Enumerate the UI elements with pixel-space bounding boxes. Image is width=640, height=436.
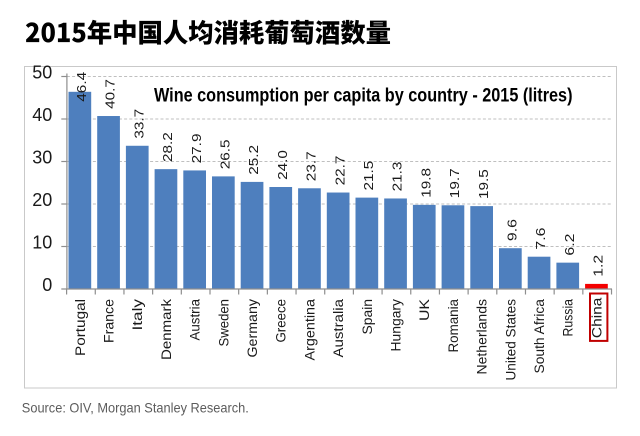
svg-text:6.2: 6.2: [562, 234, 577, 256]
svg-text:Portugal: Portugal: [73, 299, 88, 356]
svg-text:China: China: [589, 297, 604, 338]
svg-text:40: 40: [32, 105, 52, 125]
svg-text:30: 30: [32, 147, 52, 167]
svg-text:19.5: 19.5: [476, 169, 491, 199]
svg-text:9.6: 9.6: [505, 219, 520, 241]
svg-text:Austria: Austria: [188, 299, 203, 341]
svg-text:7.6: 7.6: [533, 228, 548, 250]
svg-text:10: 10: [32, 232, 52, 252]
svg-text:33.7: 33.7: [131, 109, 146, 139]
svg-text:South Africa: South Africa: [532, 299, 547, 374]
svg-text:1.2: 1.2: [591, 255, 606, 277]
svg-text:19.7: 19.7: [447, 168, 462, 198]
svg-text:Wine consumption per capita by: Wine consumption per capita by country -…: [154, 86, 573, 107]
svg-text:Australia: Australia: [331, 298, 346, 357]
svg-text:23.7: 23.7: [304, 151, 319, 181]
svg-text:Argentina: Argentina: [302, 298, 317, 360]
svg-text:Romania: Romania: [446, 299, 461, 353]
svg-text:21.3: 21.3: [390, 162, 405, 192]
svg-text:Greece: Greece: [274, 299, 289, 343]
svg-text:27.9: 27.9: [189, 134, 204, 164]
svg-text:Netherlands: Netherlands: [475, 299, 490, 375]
svg-text:Denmark: Denmark: [159, 299, 174, 360]
svg-text:28.2: 28.2: [160, 132, 175, 162]
svg-text:Italy: Italy: [130, 299, 145, 331]
svg-text:UK: UK: [417, 299, 432, 321]
svg-text:40.7: 40.7: [103, 79, 118, 109]
svg-text:Russia: Russia: [561, 299, 576, 337]
svg-text:26.5: 26.5: [218, 139, 233, 169]
svg-text:United States: United States: [503, 299, 518, 381]
svg-text:Sweden: Sweden: [216, 299, 231, 347]
svg-text:Source: OIV, Morgan Stanley Re: Source: OIV, Morgan Stanley Research.: [22, 400, 249, 416]
svg-text:Hungary: Hungary: [388, 299, 403, 352]
svg-text:20: 20: [32, 190, 52, 210]
svg-text:24.0: 24.0: [275, 150, 290, 180]
svg-text:46.4: 46.4: [74, 72, 89, 102]
svg-text:50: 50: [32, 62, 52, 82]
svg-text:25.2: 25.2: [246, 145, 261, 175]
svg-text:France: France: [101, 299, 116, 343]
svg-text:Spain: Spain: [360, 299, 375, 335]
svg-text:0: 0: [42, 275, 52, 295]
svg-text:19.8: 19.8: [418, 168, 433, 198]
svg-text:22.7: 22.7: [332, 156, 347, 186]
svg-text:21.5: 21.5: [361, 161, 376, 191]
svg-text:Germany: Germany: [245, 299, 260, 358]
